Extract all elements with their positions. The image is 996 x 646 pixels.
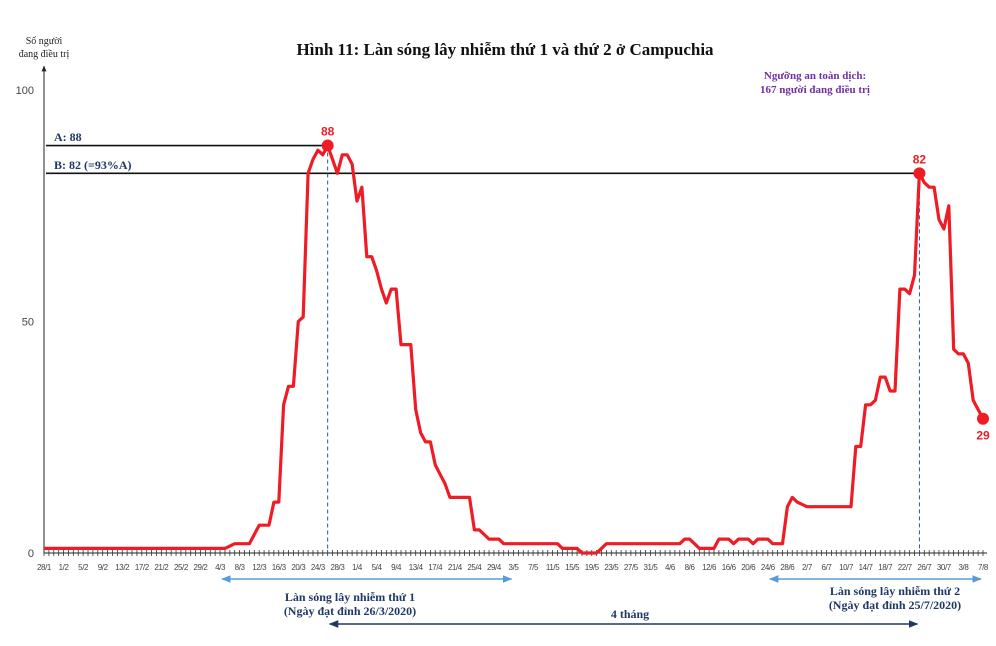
wave1-label-line1: Làn sóng lây nhiễm thứ 1 [285,590,415,604]
x-tick-label: 21/4 [448,563,463,572]
x-tick-label: 24/3 [311,563,326,572]
data-point-marker [321,139,334,152]
x-tick-label: 4/3 [215,563,226,572]
x-tick-label: 18/7 [878,563,893,572]
x-tick-label: 21/2 [154,563,169,572]
x-tick-label: 5/4 [372,563,383,572]
x-tick-label: 30/7 [937,563,952,572]
x-tick-label: 13/2 [115,563,130,572]
x-tick-label: 2/7 [802,563,813,572]
x-tick-label: 28/6 [780,563,795,572]
x-tick-label: 27/5 [624,563,639,572]
x-tick-label: 1/4 [352,563,363,572]
data-point-marker [913,167,926,180]
x-tick-label: 8/6 [685,563,696,572]
x-tick-label: 17/2 [135,563,150,572]
x-tick-label: 5/2 [78,563,89,572]
data-label: 88 [321,125,335,139]
x-tick-label: 28/1 [37,563,52,572]
x-tick-label: 22/7 [898,563,913,572]
x-tick-label: 16/6 [722,563,737,572]
x-tick-label: 17/4 [428,563,443,572]
wave1-label-line2: (Ngày đạt đỉnh 26/3/2020) [284,604,416,618]
x-tick-label: 9/2 [98,563,109,572]
x-tick-label: 20/6 [741,563,756,572]
x-tick-label: 28/3 [330,563,345,572]
x-tick-label: 4/6 [665,563,676,572]
data-label: 29 [976,429,990,443]
x-tick-label: 9/4 [391,563,402,572]
y-axis-title-line2: đang điều trị [19,49,70,60]
x-tick-label: 25/4 [467,563,482,572]
x-tick-label: 8/3 [235,563,246,572]
x-tick-label: 16/3 [272,563,287,572]
x-tick-label: 14/7 [859,563,874,572]
x-tick-label: 6/7 [822,563,833,572]
y-axis-title-line1: Số người [26,36,63,47]
x-tick-label: 7/5 [528,563,539,572]
y-tick-label: 50 [22,317,34,329]
x-tick-label: 19/5 [585,563,600,572]
x-tick-label: 20/3 [291,563,306,572]
x-tick-label: 3/8 [958,563,969,572]
wave2-label-line1: Làn sóng lây nhiễm thứ 2 [830,584,960,598]
x-tick-label: 25/2 [174,563,189,572]
wave2-label-line2: (Ngày đạt đỉnh 25/7/2020) [829,598,961,612]
ref-line-b-label: B: 82 (=93%A) [54,158,132,172]
x-tick-label: 12/6 [702,563,717,572]
y-tick-label: 100 [16,85,34,97]
x-tick-label: 7/8 [978,563,989,572]
interval-label: 4 tháng [611,607,649,621]
x-tick-label: 15/5 [565,563,580,572]
x-tick-label: 23/5 [604,563,619,572]
x-tick-label: 12/3 [252,563,267,572]
safety-threshold-line1: Ngưỡng an toàn dịch: [764,70,866,82]
x-tick-label: 1/2 [59,563,70,572]
y-tick-label: 0 [28,548,34,560]
safety-threshold-line2: 167 người đang điều trị [760,84,870,96]
data-point-marker [977,412,989,425]
x-tick-label: 29/4 [487,563,502,572]
x-tick-label: 24/6 [761,563,776,572]
data-label: 82 [913,152,927,166]
x-tick-label: 13/4 [409,563,424,572]
chart-title: Hình 11: Làn sóng lây nhiễm thứ 1 và thứ… [296,40,714,59]
x-tick-label: 10/7 [839,563,854,572]
x-tick-label: 31/5 [643,563,658,572]
series-line [44,144,985,555]
x-tick-label: 26/7 [917,563,932,572]
x-tick-label: 3/5 [509,563,520,572]
x-tick-label: 29/2 [194,563,209,572]
x-tick-label: 11/5 [546,563,560,572]
ref-line-a-label: A: 88 [54,130,82,144]
